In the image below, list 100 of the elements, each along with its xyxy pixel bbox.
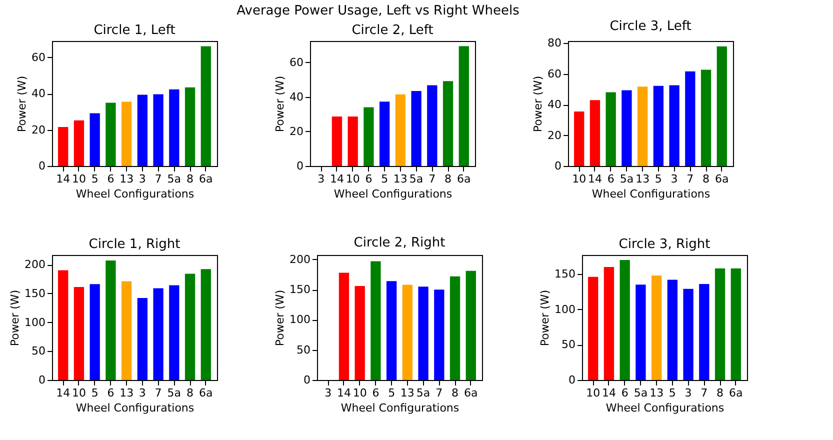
chart-title: Circle 2, Left [352, 23, 434, 38]
bar [588, 276, 598, 380]
bar [184, 87, 196, 166]
x-tick-label: 13 [400, 386, 414, 400]
x-tick-label: 13 [120, 172, 134, 186]
bar [332, 116, 342, 166]
bar [121, 281, 132, 380]
bar [418, 286, 428, 380]
y-axis-title: Power (W) [274, 76, 287, 132]
y-tick-label: 20 [548, 128, 562, 142]
y-tick-label: 150 [24, 286, 46, 300]
y-tick-label: 0 [38, 374, 46, 386]
bar [153, 288, 164, 380]
bar [458, 46, 469, 166]
x-tick-label: 13 [393, 172, 408, 186]
x-tick-label: 8 [716, 386, 724, 400]
x-tick-label: 10 [346, 172, 360, 186]
chart-title: Circle 1, Left [94, 23, 176, 38]
x-tick-label: 3 [670, 172, 678, 186]
bar [669, 85, 680, 166]
bar [685, 71, 696, 166]
x-tick-label: 6 [107, 172, 114, 186]
x-tick-label: 14 [588, 172, 602, 186]
x-tick-label: 14 [56, 172, 70, 186]
x-tick-label: 8 [702, 172, 710, 186]
x-tick-label: 3 [318, 172, 325, 186]
bar [606, 92, 616, 166]
bar [364, 107, 374, 166]
x-tick-label: 5 [91, 172, 98, 186]
x-tick-label: 6a [729, 386, 743, 400]
bar [590, 100, 600, 166]
bar [58, 270, 68, 380]
x-axis-title: Wheel Configurations [334, 188, 452, 200]
chart-title: Circle 2, Right [354, 235, 446, 250]
bar [169, 285, 180, 380]
chart-title: Circle 3, Left [610, 19, 692, 34]
x-tick-label: 5 [668, 386, 676, 400]
x-tick-label: 8 [186, 172, 194, 186]
y-axis-title: Power (W) [538, 290, 552, 346]
y-tick-label: 0 [38, 160, 46, 172]
bar [466, 270, 476, 380]
x-tick-label: 6 [372, 386, 380, 400]
x-tick-label: 7 [428, 172, 436, 186]
y-tick-label: 100 [554, 302, 576, 316]
x-tick-label: 8 [452, 386, 459, 400]
bar [379, 102, 390, 166]
x-tick-label: 6 [607, 172, 614, 186]
y-tick-label: 0 [568, 374, 576, 386]
x-tick-label: 5a [167, 172, 182, 186]
x-tick-label: 5a [634, 386, 648, 400]
x-tick-label: 5a [167, 386, 182, 400]
bar [402, 284, 413, 380]
bar [442, 81, 454, 166]
x-tick-label: 6a [199, 386, 213, 400]
x-tick-label: 5 [654, 172, 662, 186]
bar [651, 275, 662, 380]
x-tick-label: 5a [620, 172, 634, 186]
bar [58, 127, 68, 166]
bar [637, 86, 648, 166]
x-tick-label: 13 [650, 386, 664, 400]
x-tick-label: 13 [120, 386, 134, 400]
bar [653, 86, 664, 166]
x-tick-label: 10 [572, 172, 586, 186]
x-tick-label: 8 [444, 172, 452, 186]
bar [700, 70, 712, 166]
x-tick-label: 10 [72, 172, 86, 186]
y-tick-label: 20 [32, 123, 46, 136]
x-axis-title: Wheel Configurations [76, 188, 194, 200]
y-tick-label: 40 [290, 90, 304, 104]
y-tick-label: 40 [548, 98, 562, 112]
x-tick-label: 6a [464, 386, 478, 400]
y-tick-label: 40 [32, 87, 46, 100]
text: Average Power Usage, Left vs Right Wheels [236, 4, 520, 19]
bar [411, 90, 422, 166]
y-tick-label: 20 [290, 124, 304, 138]
y-tick-label: 100 [24, 316, 46, 329]
x-tick-label: 10 [352, 386, 367, 400]
x-tick-label: 5a [416, 386, 430, 400]
bar [90, 113, 100, 166]
x-axis-title: Wheel Configurations [592, 188, 710, 200]
x-tick-label: 13 [636, 172, 650, 186]
bar [714, 268, 726, 380]
bar [604, 267, 614, 380]
y-tick-label: 0 [304, 374, 310, 386]
bar [106, 102, 116, 166]
y-tick-label: 100 [290, 313, 310, 326]
x-tick-label: 3 [324, 386, 332, 400]
x-tick-label: 5 [91, 386, 98, 400]
bar [730, 268, 741, 380]
x-tick-label: 5 [388, 386, 396, 400]
y-tick-label: 0 [554, 160, 562, 172]
bar [137, 298, 148, 380]
x-tick-label: 8 [186, 386, 194, 400]
y-tick-label: 60 [548, 67, 562, 80]
bar [354, 286, 365, 380]
x-tick-label: 5 [381, 172, 388, 186]
y-tick-label: 150 [554, 268, 576, 281]
bar [153, 94, 164, 166]
x-tick-label: 3 [138, 386, 146, 400]
bar [699, 284, 710, 380]
